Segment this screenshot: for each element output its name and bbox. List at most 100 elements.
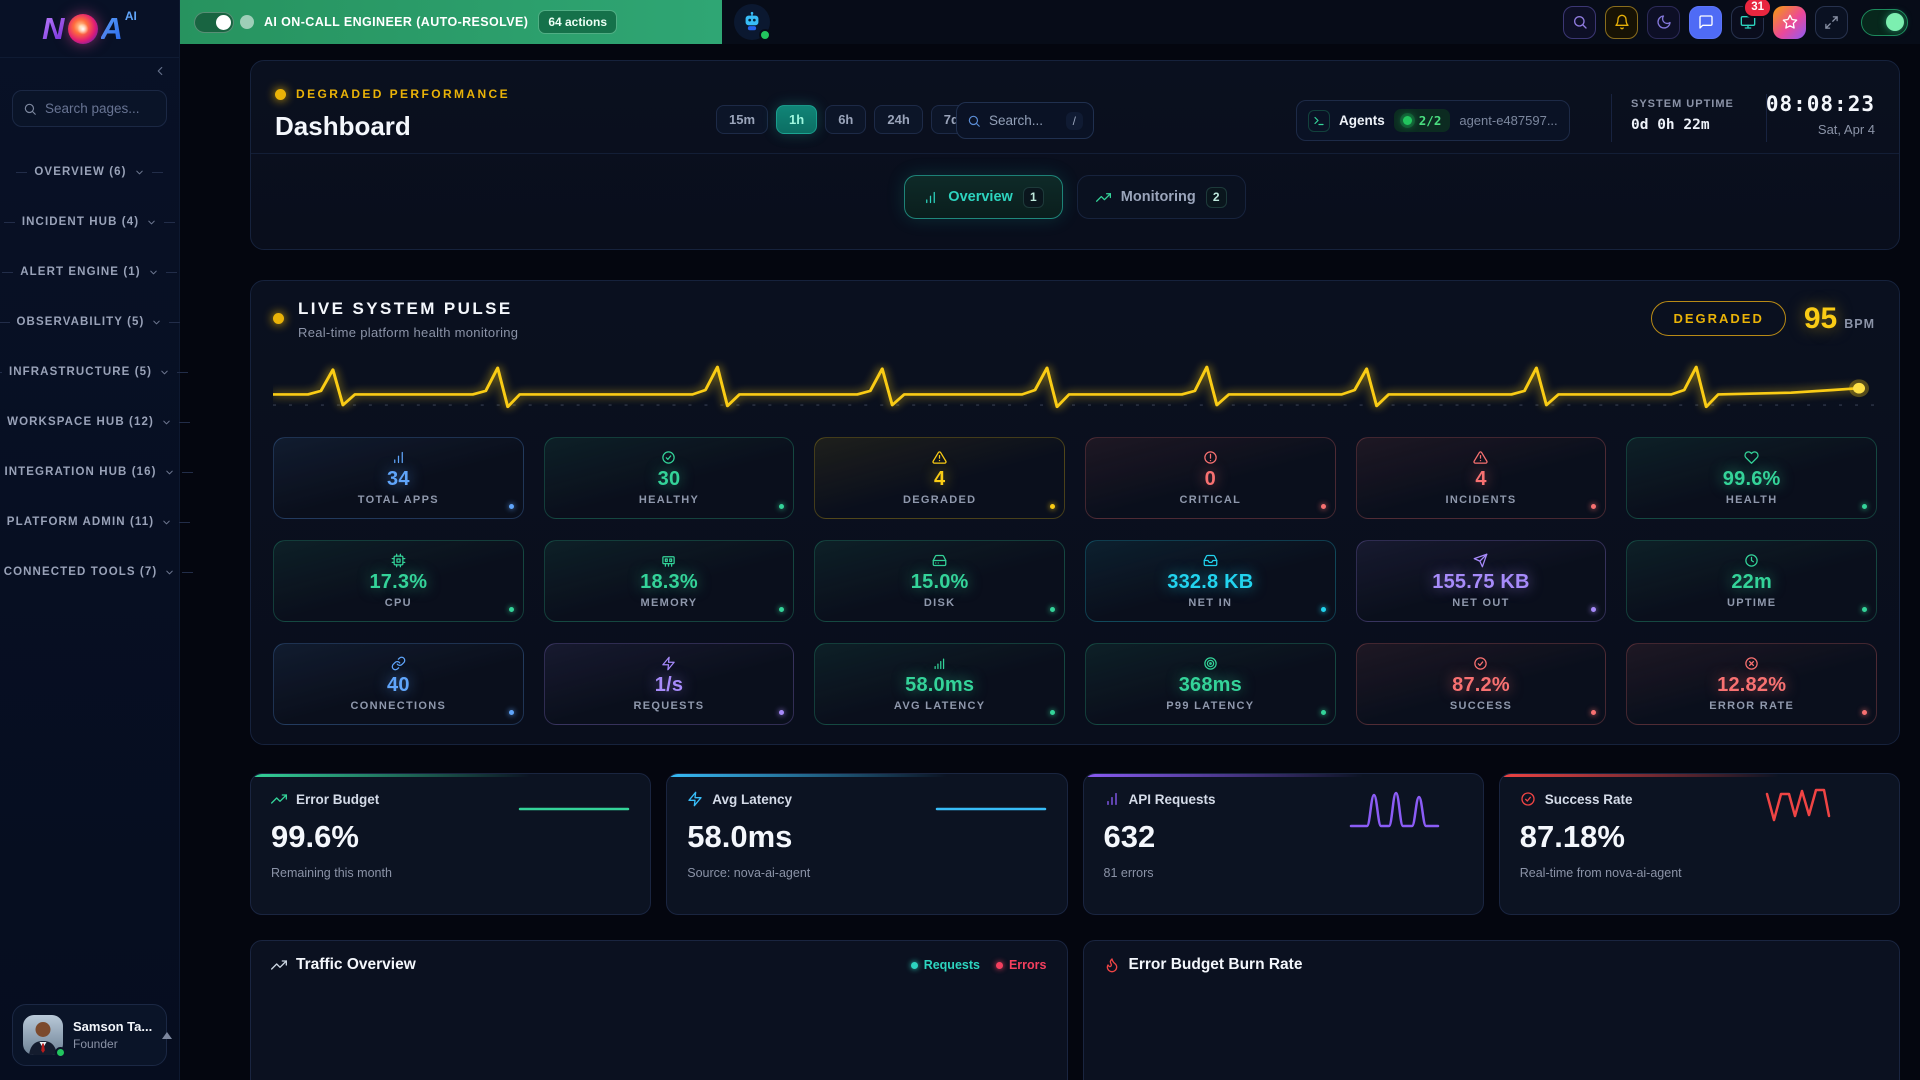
metric-tile-degraded: 4 DEGRADED: [814, 437, 1065, 519]
sidebar-item-alert-engine-1[interactable]: ALERT ENGINE (1): [0, 247, 179, 297]
sidebar-item-label: OVERVIEW (6): [34, 166, 127, 178]
status-dot: [1862, 504, 1867, 509]
sidebar-item-infrastructure-5[interactable]: INFRASTRUCTURE (5): [0, 347, 189, 397]
signal-icon: [934, 658, 945, 670]
status-dot: [508, 607, 514, 612]
trending-up-icon: [1095, 192, 1111, 202]
metric-label: P99 LATENCY: [1166, 700, 1255, 712]
metric-value: 12.82%: [1717, 674, 1787, 696]
bell-icon: [1614, 14, 1629, 30]
header-search[interactable]: Search... /: [956, 102, 1094, 139]
divider: [182, 571, 194, 573]
pulse-status-dot: [273, 313, 284, 324]
flame-icon: [1106, 958, 1117, 973]
online-status-dot: [55, 1047, 66, 1058]
chart-title: Traffic Overview: [296, 956, 416, 973]
status-dot: [779, 504, 785, 509]
divider: [177, 371, 189, 373]
agent-online-dot: [759, 29, 771, 41]
metric-tile-health: 99.6% HEALTH: [1626, 437, 1877, 519]
clock-date: Sat, Apr 4: [1817, 122, 1875, 137]
link-icon: [391, 656, 406, 671]
search-icon: [24, 103, 36, 115]
dark-mode-toggle-button[interactable]: [1647, 5, 1680, 39]
zap-icon: [662, 656, 676, 671]
sidebar-item-integration-hub-16[interactable]: INTEGRATION HUB (16): [0, 447, 193, 497]
sidebar-search-input[interactable]: [45, 101, 156, 116]
divider: [3, 221, 15, 223]
tab-overview[interactable]: Overview 1: [904, 175, 1063, 219]
legend-item: Errors: [995, 958, 1047, 972]
sidebar-item-observability-5[interactable]: OBSERVABILITY (5): [0, 297, 181, 347]
bar-chart-icon: [1106, 793, 1117, 805]
metric-tile-success: 87.2% SUCCESS: [1355, 643, 1607, 725]
divider: [178, 421, 190, 423]
favorites-star-button[interactable]: [1773, 5, 1806, 39]
status-dot: [1050, 607, 1055, 612]
status-dot: [1591, 607, 1597, 612]
chevron-left-icon: [157, 66, 163, 76]
robot-icon: [745, 11, 759, 31]
agents-chip[interactable]: Agents 2/2 agent-e487597...: [1296, 100, 1570, 141]
live-system-pulse-card: LIVE SYSTEM PULSE Real-time platform hea…: [250, 280, 1900, 745]
sparkline-chart: [935, 807, 1046, 811]
card-title: Success Rate: [1544, 791, 1633, 807]
global-search-button[interactable]: [1563, 5, 1596, 39]
sidebar-search[interactable]: [12, 90, 167, 127]
metric-tile-uptime: 22m UPTIME: [1626, 540, 1877, 622]
summary-card-success-rate: Success Rate 87.18% Real-time from nova-ai…: [1498, 773, 1900, 915]
metric-tile-connections: 40 CONNECTIONS: [273, 643, 524, 725]
auto-resolve-toggle[interactable]: [194, 11, 234, 33]
status-dot: [508, 504, 514, 509]
chevron-down-icon: [161, 370, 168, 374]
chart-title: Error Budget Burn Rate: [1128, 956, 1303, 973]
status-dot: [1050, 710, 1055, 715]
power-toggle[interactable]: [1861, 8, 1908, 36]
card-value: 58.0ms: [687, 819, 793, 854]
ecg-waveform-chart: [273, 365, 1877, 409]
metric-label: MEMORY: [640, 597, 698, 609]
sidebar-item-label: ALERT ENGINE (1): [20, 266, 141, 278]
user-profile[interactable]: Samson Ta... Founder: [12, 1004, 173, 1066]
agent-id: agent-e487597...: [1459, 113, 1558, 128]
sidebar-item-label: WORKSPACE HUB (12): [7, 416, 154, 428]
metric-label: AVG LATENCY: [893, 700, 986, 712]
notifications-bell-button[interactable]: [1605, 5, 1638, 39]
clock: 08:08:23 Sat, Apr 4: [1766, 92, 1875, 137]
activity-monitor-button[interactable]: 31: [1731, 0, 1770, 39]
metric-tile-critical: 0 CRITICAL: [1085, 437, 1336, 519]
sidebar-collapse-button[interactable]: [153, 64, 167, 78]
chat-button[interactable]: [1689, 5, 1722, 39]
metric-tile-memory: 18.3% MEMORY: [543, 540, 795, 622]
sidebar-item-platform-admin-11[interactable]: PLATFORM ADMIN (11): [0, 497, 191, 547]
sidebar-item-incident-hub-4[interactable]: INCIDENT HUB (4): [0, 197, 179, 247]
tab-monitoring[interactable]: Monitoring 2: [1076, 175, 1246, 219]
time-range-1h[interactable]: 1h: [776, 105, 818, 134]
search-shortcut-key: /: [1065, 111, 1083, 130]
metric-value: 58.0ms: [905, 674, 975, 696]
time-range-15m[interactable]: 15m: [716, 105, 769, 134]
fullscreen-button[interactable]: [1815, 5, 1848, 39]
topbar-actions: 31: [1563, 0, 1920, 39]
sidebar-item-connected-tools-7[interactable]: CONNECTED TOOLS (7): [0, 547, 194, 597]
time-range-24h[interactable]: 24h: [874, 105, 923, 134]
divider: [16, 171, 28, 173]
agent-robot-button[interactable]: [734, 4, 771, 41]
card-subtitle: Remaining this month: [271, 866, 392, 880]
metric-label: HEALTHY: [638, 494, 700, 506]
expand-icon: [1825, 15, 1838, 29]
chevron-up-icon: [162, 1031, 173, 1039]
check-circle-icon: [1474, 657, 1488, 670]
sidebar-item-overview-6[interactable]: OVERVIEW (6): [0, 147, 179, 197]
tab-label: Overview: [948, 189, 1013, 205]
system-status-indicator: DEGRADED PERFORMANCE: [275, 87, 510, 101]
sidebar-item-label: INFRASTRUCTURE (5): [8, 366, 153, 378]
sidebar-item-workspace-hub-12[interactable]: WORKSPACE HUB (12): [0, 397, 190, 447]
divider: [179, 521, 191, 523]
metric-value: 0: [1204, 468, 1216, 490]
card-subtitle: Source: nova-ai-agent: [687, 866, 811, 880]
chevron-down-icon: [163, 420, 170, 424]
sparkline-chart: [1349, 791, 1439, 828]
metric-tile-healthy: 30 HEALTHY: [543, 437, 795, 519]
time-range-6h[interactable]: 6h: [825, 105, 867, 134]
